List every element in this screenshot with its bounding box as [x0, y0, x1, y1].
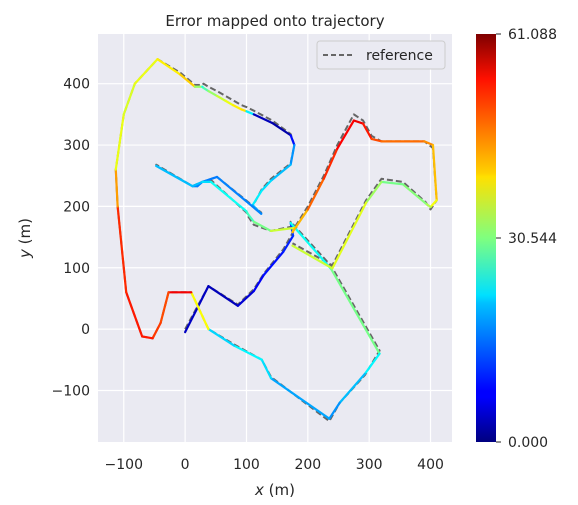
estimate-segment — [215, 175, 263, 215]
estimate-segment — [361, 122, 373, 141]
estimate-segment — [289, 221, 333, 271]
colorbar-ticks: 0.000 30.544 61.088 — [496, 27, 557, 451]
legend: reference — [316, 40, 446, 70]
estimate-segment — [207, 285, 239, 307]
y-tick-label: 100 — [63, 261, 90, 277]
estimate-segment — [331, 201, 368, 270]
estimate-segment — [429, 199, 438, 209]
estimate-segment — [179, 73, 197, 88]
estimate-segment — [380, 180, 405, 186]
legend-reference-label: reference — [366, 48, 433, 64]
estimated-trajectory — [114, 58, 438, 420]
estimate-segment — [289, 143, 296, 166]
estimate-segment — [141, 335, 154, 340]
estimate-segment — [156, 58, 182, 76]
estimate-segment — [116, 205, 128, 294]
estimate-segment — [133, 58, 159, 85]
estimate-segment — [291, 244, 334, 270]
estimate-segment — [245, 110, 255, 116]
estimate-segment — [262, 250, 285, 277]
y-tick-label: 200 — [63, 199, 90, 215]
plot-background — [98, 34, 452, 442]
colorbar: 0.000 30.544 61.088 — [476, 27, 557, 451]
estimate-segment — [431, 143, 438, 202]
estimate-segment — [306, 177, 325, 211]
estimate-segment — [224, 99, 235, 107]
legend-box — [316, 40, 446, 70]
estimate-segment — [251, 189, 263, 207]
estimate-segment — [289, 134, 296, 147]
estimate-segment — [231, 104, 243, 111]
y-axis-label: y (m) — [16, 218, 34, 259]
colorbar-tick-label: 61.088 — [508, 27, 557, 43]
colorbar-tick-label: 30.544 — [508, 231, 557, 247]
estimate-segment — [282, 234, 295, 253]
estimate-segment — [114, 113, 125, 171]
estimate-segment — [260, 179, 273, 192]
estimate-segment — [246, 212, 255, 223]
estimate-segment — [155, 164, 194, 188]
estimate-segment — [336, 119, 355, 150]
estimate-segment — [215, 94, 227, 102]
estimate-segment — [125, 291, 144, 338]
x-tick-label: 200 — [294, 457, 321, 473]
estimate-segment — [209, 180, 248, 213]
x-axis-label: x (m) — [254, 481, 295, 499]
y-tick-label: −100 — [52, 383, 90, 399]
estimate-segment — [122, 82, 136, 116]
estimate-segment — [365, 180, 383, 204]
estimate-segment — [291, 208, 309, 234]
estimate-segment — [423, 140, 435, 147]
x-tick-label: 400 — [417, 457, 444, 473]
chart-title: Error mapped onto trajectory — [165, 12, 384, 30]
estimate-segment — [190, 291, 210, 331]
x-tick-label: 300 — [356, 457, 383, 473]
colorbar-tick-label: 0.000 — [508, 435, 548, 451]
estimate-segment — [370, 137, 383, 143]
estimate-segment — [269, 163, 292, 182]
estimate-segment — [269, 226, 296, 233]
estimate-segment — [363, 352, 381, 375]
estimate-segment — [252, 274, 265, 293]
estimate-segment — [352, 119, 365, 125]
estimate-segment — [233, 344, 263, 361]
estimate-segment — [207, 89, 219, 98]
x-tick-label: −100 — [105, 457, 143, 473]
y-axis-ticks: −100 0 100 200 300 400 — [52, 77, 90, 400]
estimate-segment — [338, 372, 366, 404]
estimate-segment — [330, 267, 381, 355]
estimate-segment — [159, 291, 170, 325]
estimate-segment — [401, 183, 427, 205]
estimate-segment — [236, 289, 255, 307]
estimate-segment — [207, 328, 236, 347]
estimate-segment — [151, 321, 162, 340]
estimate-segment — [191, 180, 204, 188]
estimate-segment — [271, 121, 292, 137]
estimate-segment — [114, 168, 119, 208]
y-tick-label: 300 — [63, 138, 90, 154]
x-tick-label: 100 — [233, 457, 260, 473]
x-axis-ticks: −100 0 100 200 300 400 — [105, 457, 444, 473]
estimate-segment — [328, 401, 341, 420]
estimate-segment — [252, 113, 274, 125]
estimate-segment — [269, 377, 331, 420]
x-tick-label: 0 — [181, 457, 190, 473]
colorbar-gradient — [476, 34, 496, 442]
estimate-segment — [322, 147, 339, 180]
estimate-segment — [184, 285, 210, 334]
estimate-segment — [252, 220, 273, 233]
estimate-segment — [260, 358, 273, 380]
y-tick-label: 0 — [81, 322, 90, 338]
estimate-segment — [289, 221, 295, 237]
y-tick-label: 400 — [63, 77, 90, 93]
